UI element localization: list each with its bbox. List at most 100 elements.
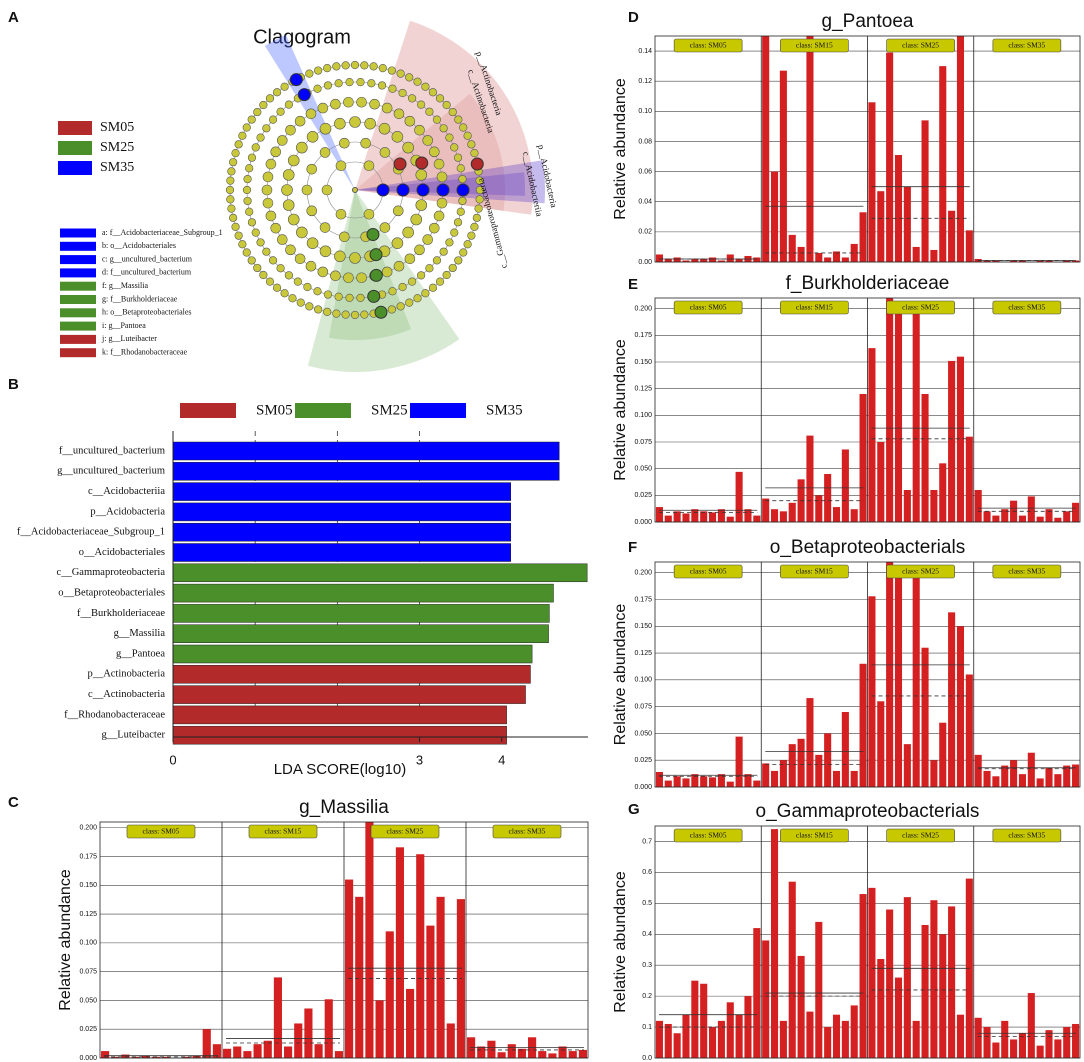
tree-node <box>256 133 265 142</box>
bar <box>487 1040 496 1058</box>
tree-node <box>433 158 445 170</box>
bar <box>956 356 965 522</box>
bar <box>850 1005 858 1058</box>
y-tick-label: 0.000 <box>634 519 652 526</box>
clade-node <box>297 88 311 102</box>
tree-node <box>319 222 331 233</box>
bar <box>983 770 991 787</box>
bar <box>939 463 947 522</box>
class-label: class: SM05 <box>690 303 727 312</box>
y-tick-label: 0.100 <box>634 412 652 419</box>
tree-node <box>415 169 428 181</box>
tree-node <box>323 290 333 299</box>
bar <box>1010 1039 1018 1058</box>
tree-node <box>363 160 375 172</box>
panel-label: F <box>628 539 637 556</box>
bar <box>877 442 885 522</box>
bar <box>548 1053 557 1058</box>
bar <box>894 977 903 1058</box>
bar <box>788 502 796 522</box>
tree-node <box>458 174 467 184</box>
bar <box>655 254 663 262</box>
bar <box>877 191 885 262</box>
bar <box>779 70 787 262</box>
bar <box>717 774 725 787</box>
chart-title: g_Massilia <box>299 797 389 818</box>
bar <box>956 36 965 262</box>
y-tick-label: 0.075 <box>634 439 652 446</box>
tree-node <box>306 163 318 175</box>
tree-node <box>470 222 479 231</box>
bar <box>770 171 779 262</box>
bar <box>868 887 876 1058</box>
tree-node <box>475 185 485 195</box>
bar <box>314 1044 323 1058</box>
key-swatch <box>60 255 96 265</box>
bar <box>992 515 1000 522</box>
bar <box>753 257 761 262</box>
tree-node <box>458 196 467 206</box>
bar <box>436 896 445 1058</box>
tree-node <box>475 195 484 204</box>
tree-node <box>393 108 405 120</box>
bar <box>815 921 823 1058</box>
bar <box>1045 509 1053 522</box>
tree-node <box>445 238 454 247</box>
bar <box>974 490 982 522</box>
bar <box>841 712 849 787</box>
key-swatch <box>60 321 96 331</box>
tree-node <box>453 153 463 162</box>
tree-node <box>363 208 375 220</box>
bar <box>744 774 752 787</box>
tree-node <box>356 78 365 87</box>
bar <box>1036 260 1044 262</box>
bar <box>744 996 752 1058</box>
bar <box>948 360 956 522</box>
bar <box>956 626 965 787</box>
tree-node <box>335 160 347 172</box>
x-tick-label: 4 <box>498 752 505 767</box>
y-axis-label: Relative abundance <box>612 78 629 220</box>
tree-node <box>226 195 235 204</box>
tree-node <box>294 253 306 265</box>
key-swatch <box>60 228 96 238</box>
tree-node <box>231 149 240 158</box>
panel-label: D <box>628 9 639 26</box>
tree-node <box>392 205 404 217</box>
clade-node <box>366 228 380 242</box>
tree-node <box>225 185 235 195</box>
class-box <box>673 828 743 843</box>
bar <box>788 744 796 787</box>
class-box <box>992 828 1062 843</box>
tree-node <box>459 248 468 257</box>
bar <box>983 260 991 262</box>
tree-node <box>388 287 397 296</box>
bar <box>284 1046 293 1058</box>
bar <box>304 1008 313 1058</box>
bar <box>101 1051 110 1058</box>
key-label: h: o__Betaproteobacteriales <box>102 308 192 317</box>
y-tick-label: 0.06 <box>638 168 652 175</box>
bar <box>1072 764 1080 787</box>
bar <box>841 257 849 262</box>
y-tick-label: f__uncultured_bacterium <box>59 445 165 456</box>
tree-node <box>306 205 318 217</box>
y-tick-label: 0.150 <box>634 359 652 366</box>
bar <box>992 1042 1000 1058</box>
bar <box>655 1020 663 1058</box>
tree-node <box>454 115 463 124</box>
bar <box>1001 1020 1009 1058</box>
y-tick-label: 0.050 <box>634 730 652 737</box>
y-axis-label: Relative abundance <box>612 871 629 1013</box>
class-box <box>248 824 318 839</box>
class-box <box>992 564 1062 579</box>
tree-node <box>305 69 314 78</box>
tree-node <box>317 266 329 278</box>
key-label: i: g__Pantoea <box>102 321 146 330</box>
tree-node <box>245 207 254 216</box>
bar <box>664 515 672 522</box>
y-tick-label: 0.125 <box>79 911 97 918</box>
legend-label: SM35 <box>486 402 523 418</box>
class-box <box>492 824 562 839</box>
